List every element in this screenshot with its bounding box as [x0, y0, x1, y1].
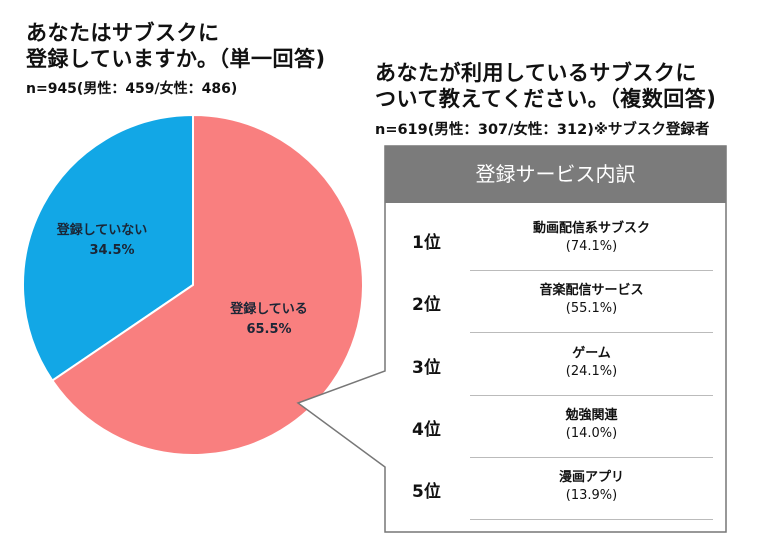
ranking-item: ゲーム (24.1%)	[470, 345, 713, 381]
rank-label: 2位	[412, 295, 441, 315]
rank-label: 5位	[412, 482, 441, 502]
row-divider	[470, 395, 713, 396]
service-percent: (13.9%)	[565, 488, 618, 503]
rank-label: 3位	[412, 358, 441, 378]
right-question-line1: あなたが利用しているサブスクに	[375, 61, 697, 85]
ranking-item: 漫画アプリ (13.9%)	[470, 469, 713, 505]
rank-label: 1位	[412, 233, 441, 253]
service-percent: (14.0%)	[565, 426, 618, 441]
left-question-line2: 登録していますか。（単一回答)	[26, 47, 326, 71]
slice-value-registered: 65.5%	[246, 322, 291, 337]
slice-label-registered: 登録している	[229, 301, 308, 317]
row-divider	[470, 270, 713, 271]
ranking-item: 音楽配信サービス (55.1%)	[470, 282, 713, 318]
left-question-line1: あなたはサブスクに	[26, 21, 220, 45]
right-question-line2: ついて教えてください。（複数回答)	[375, 87, 717, 111]
service-name: ゲーム	[572, 346, 611, 361]
service-name: 漫画アプリ	[558, 470, 624, 485]
service-name: 動画配信系サブスク	[532, 221, 650, 236]
row-divider	[470, 519, 713, 520]
rank-label: 4位	[412, 420, 441, 440]
service-name: 音楽配信サービス	[539, 283, 644, 298]
row-divider	[470, 332, 713, 333]
slice-value-not-registered: 34.5%	[89, 243, 134, 258]
row-divider	[470, 457, 713, 458]
service-percent: (24.1%)	[565, 364, 618, 379]
pie-slice-registered	[51, 113, 364, 456]
right-sample-size: n=619(男性：307/女性：312)※サブスク登録者	[375, 122, 710, 138]
service-name: 勉強関連	[565, 408, 618, 423]
left-sample-size: n=945(男性：459/女性：486)	[26, 81, 238, 97]
callout-box-title: 登録サービス内訳	[385, 146, 726, 203]
service-percent: (74.1%)	[565, 239, 618, 254]
ranking-item: 動画配信系サブスク (74.1%)	[470, 220, 713, 256]
pie-slice-not-registered	[22, 113, 194, 382]
slice-label-not-registered: 登録していない	[56, 222, 148, 238]
callout-box-outline	[296, 145, 727, 533]
service-percent: (55.1%)	[565, 301, 618, 316]
ranking-item: 勉強関連 (14.0%)	[470, 407, 713, 443]
